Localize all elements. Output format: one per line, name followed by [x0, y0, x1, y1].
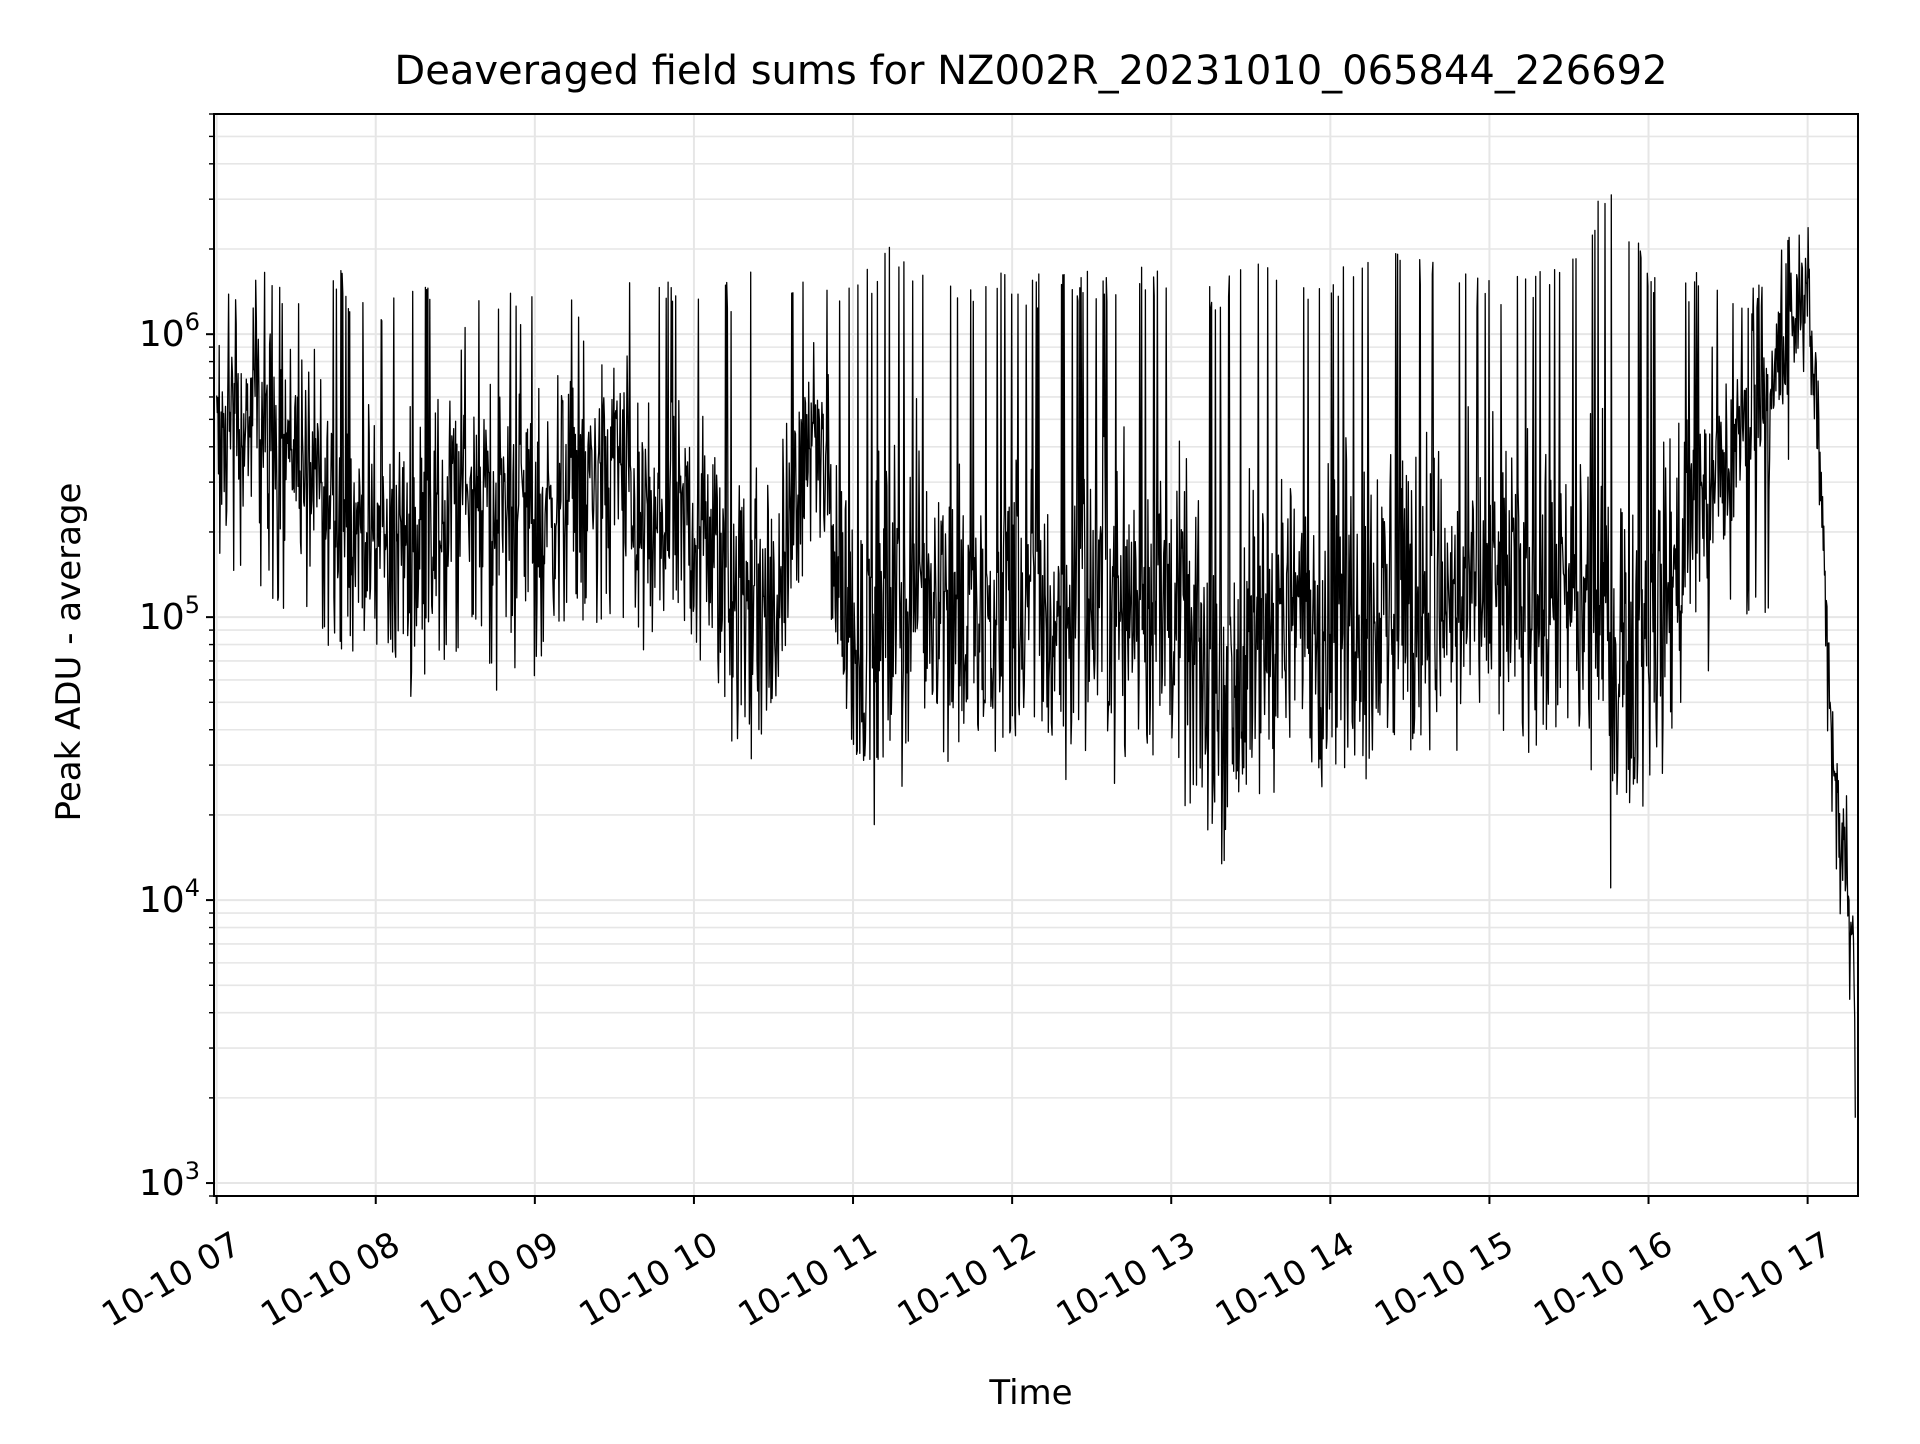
x-axis-label: Time — [988, 1373, 1072, 1413]
y-axis-label: Peak ADU - average — [49, 483, 89, 822]
data-series — [216, 194, 1856, 1118]
series-line — [216, 194, 1856, 1118]
y-axis: 103 104 105 106 — [139, 113, 214, 1204]
y-tick-label: 106 — [139, 308, 200, 355]
chart-title: Deaveraged field sums for NZ002R_2023101… — [394, 48, 1667, 94]
y-tick-label: 103 — [139, 1157, 200, 1204]
plot-frame — [213, 113, 1859, 1197]
y-tick-label: 105 — [139, 591, 200, 638]
y-tick-label: 104 — [139, 874, 200, 921]
